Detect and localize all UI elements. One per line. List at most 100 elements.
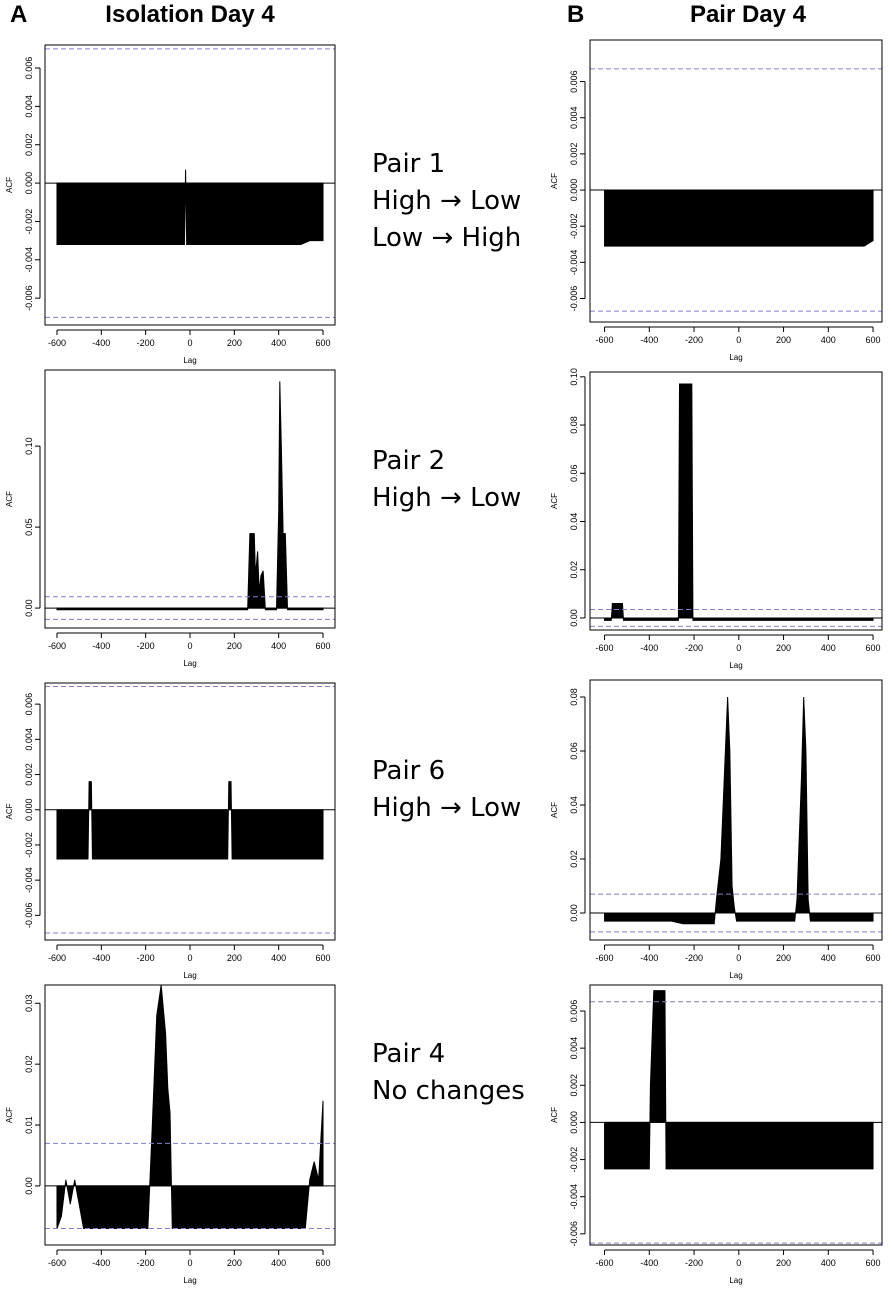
x-tick-label: -600 bbox=[596, 953, 614, 963]
y-tick-label: 0.006 bbox=[24, 693, 34, 716]
y-tick-label: 0.02 bbox=[24, 1055, 34, 1073]
x-tick-label: 600 bbox=[316, 338, 331, 348]
x-tick-label: 400 bbox=[821, 1258, 836, 1268]
y-tick-label: 0.006 bbox=[569, 70, 579, 93]
plot-frame bbox=[589, 984, 883, 1246]
y-tick-label: 0.00 bbox=[569, 904, 579, 922]
x-tick-label: 400 bbox=[271, 338, 286, 348]
y-tick-label: 0.08 bbox=[569, 688, 579, 706]
y-tick-label: 0.06 bbox=[569, 465, 579, 483]
y-tick-label: -0.006 bbox=[569, 286, 579, 312]
acf-area bbox=[604, 990, 874, 1170]
x-tick-label: -400 bbox=[92, 338, 110, 348]
y-axis-label: ACF bbox=[550, 802, 559, 818]
x-tick-label: 200 bbox=[227, 641, 242, 651]
x-tick-label: 200 bbox=[227, 953, 242, 963]
x-axis-label: Lag bbox=[729, 1276, 742, 1285]
acf-area bbox=[56, 985, 324, 1230]
acf-area bbox=[56, 381, 324, 611]
x-tick-label: 200 bbox=[227, 338, 242, 348]
y-tick-label: 0.03 bbox=[24, 995, 34, 1013]
y-tick-label: 0.004 bbox=[569, 1037, 579, 1060]
y-tick-label: 0.04 bbox=[569, 796, 579, 814]
x-tick-label: 200 bbox=[776, 335, 791, 345]
x-tick-label: -200 bbox=[137, 338, 155, 348]
acf-area bbox=[604, 189, 874, 247]
pair-annotation: No changes bbox=[372, 1076, 525, 1106]
y-axis-label: ACF bbox=[5, 177, 14, 193]
y-tick-label: 0.02 bbox=[569, 561, 579, 579]
y-tick-label: 0.00 bbox=[569, 609, 579, 627]
x-tick-label: -600 bbox=[596, 643, 614, 653]
y-tick-label: -0.004 bbox=[24, 867, 34, 893]
x-tick-label: 200 bbox=[776, 643, 791, 653]
x-tick-label: -600 bbox=[596, 1258, 614, 1268]
x-axis-label: Lag bbox=[183, 356, 196, 365]
y-tick-label: 0.004 bbox=[24, 95, 34, 118]
x-tick-label: 0 bbox=[736, 643, 741, 653]
plot-frame bbox=[44, 984, 336, 1246]
pair-annotation: High → Low bbox=[372, 483, 521, 513]
x-tick-label: 400 bbox=[821, 643, 836, 653]
pair-annotation: Low → High bbox=[372, 223, 521, 253]
y-tick-label: 0.000 bbox=[569, 1111, 579, 1134]
y-tick-label: 0.004 bbox=[24, 728, 34, 751]
acf-area bbox=[604, 696, 874, 925]
x-tick-label: 600 bbox=[316, 953, 331, 963]
x-tick-label: -400 bbox=[640, 643, 658, 653]
y-tick-label: 0.002 bbox=[24, 133, 34, 156]
pair-annotation: Pair 1 bbox=[372, 149, 445, 179]
y-tick-label: 0.002 bbox=[569, 1074, 579, 1097]
y-tick-label: 0.006 bbox=[24, 57, 34, 80]
x-tick-label: -400 bbox=[640, 335, 658, 345]
y-tick-label: 0.01 bbox=[24, 1116, 34, 1134]
pair-annotation: Pair 6 bbox=[372, 756, 445, 786]
x-tick-label: 0 bbox=[736, 953, 741, 963]
y-tick-label: 0.004 bbox=[569, 106, 579, 129]
y-tick-label: 0.04 bbox=[569, 513, 579, 531]
x-tick-label: -400 bbox=[640, 1258, 658, 1268]
x-axis-label: Lag bbox=[183, 971, 196, 980]
y-tick-label: -0.004 bbox=[24, 247, 34, 273]
y-tick-label: 0.000 bbox=[569, 179, 579, 202]
column-title: Pair Day 4 bbox=[690, 1, 807, 28]
x-tick-label: 200 bbox=[776, 953, 791, 963]
y-axis-label: ACF bbox=[550, 1107, 559, 1123]
y-axis-label: ACF bbox=[5, 1107, 14, 1123]
plot-frame bbox=[44, 44, 336, 326]
x-tick-label: 0 bbox=[187, 1258, 192, 1268]
x-tick-label: 400 bbox=[271, 953, 286, 963]
x-tick-label: -200 bbox=[137, 1258, 155, 1268]
y-tick-label: -0.002 bbox=[24, 832, 34, 858]
plot-frame bbox=[589, 371, 883, 631]
x-tick-label: 0 bbox=[187, 338, 192, 348]
x-tick-label: -200 bbox=[137, 641, 155, 651]
y-tick-label: 0.00 bbox=[24, 599, 34, 617]
x-tick-label: -200 bbox=[137, 953, 155, 963]
x-tick-label: 0 bbox=[736, 1258, 741, 1268]
x-tick-label: 600 bbox=[316, 641, 331, 651]
plot-frame bbox=[44, 369, 336, 629]
x-tick-label: 400 bbox=[271, 641, 286, 651]
pair-annotation: Pair 4 bbox=[372, 1039, 445, 1069]
y-tick-label: -0.006 bbox=[569, 1221, 579, 1247]
x-tick-label: 0 bbox=[187, 953, 192, 963]
y-tick-label: 0.08 bbox=[569, 416, 579, 434]
acf-area bbox=[56, 781, 324, 860]
y-tick-label: 0.000 bbox=[24, 172, 34, 195]
y-tick-label: 0.00 bbox=[24, 1177, 34, 1195]
y-tick-label: -0.002 bbox=[24, 209, 34, 235]
x-axis-label: Lag bbox=[729, 353, 742, 362]
y-axis-label: ACF bbox=[550, 173, 559, 189]
plot-frame bbox=[589, 679, 883, 941]
x-tick-label: 0 bbox=[187, 641, 192, 651]
column-title: Isolation Day 4 bbox=[105, 1, 275, 28]
x-tick-label: -400 bbox=[92, 641, 110, 651]
x-tick-label: -200 bbox=[685, 335, 703, 345]
acf-area bbox=[604, 383, 874, 621]
y-tick-label: 0.002 bbox=[24, 763, 34, 786]
x-axis-label: Lag bbox=[183, 1276, 196, 1285]
x-tick-label: 600 bbox=[866, 335, 881, 345]
x-tick-label: -400 bbox=[92, 1258, 110, 1268]
x-tick-label: 400 bbox=[271, 1258, 286, 1268]
